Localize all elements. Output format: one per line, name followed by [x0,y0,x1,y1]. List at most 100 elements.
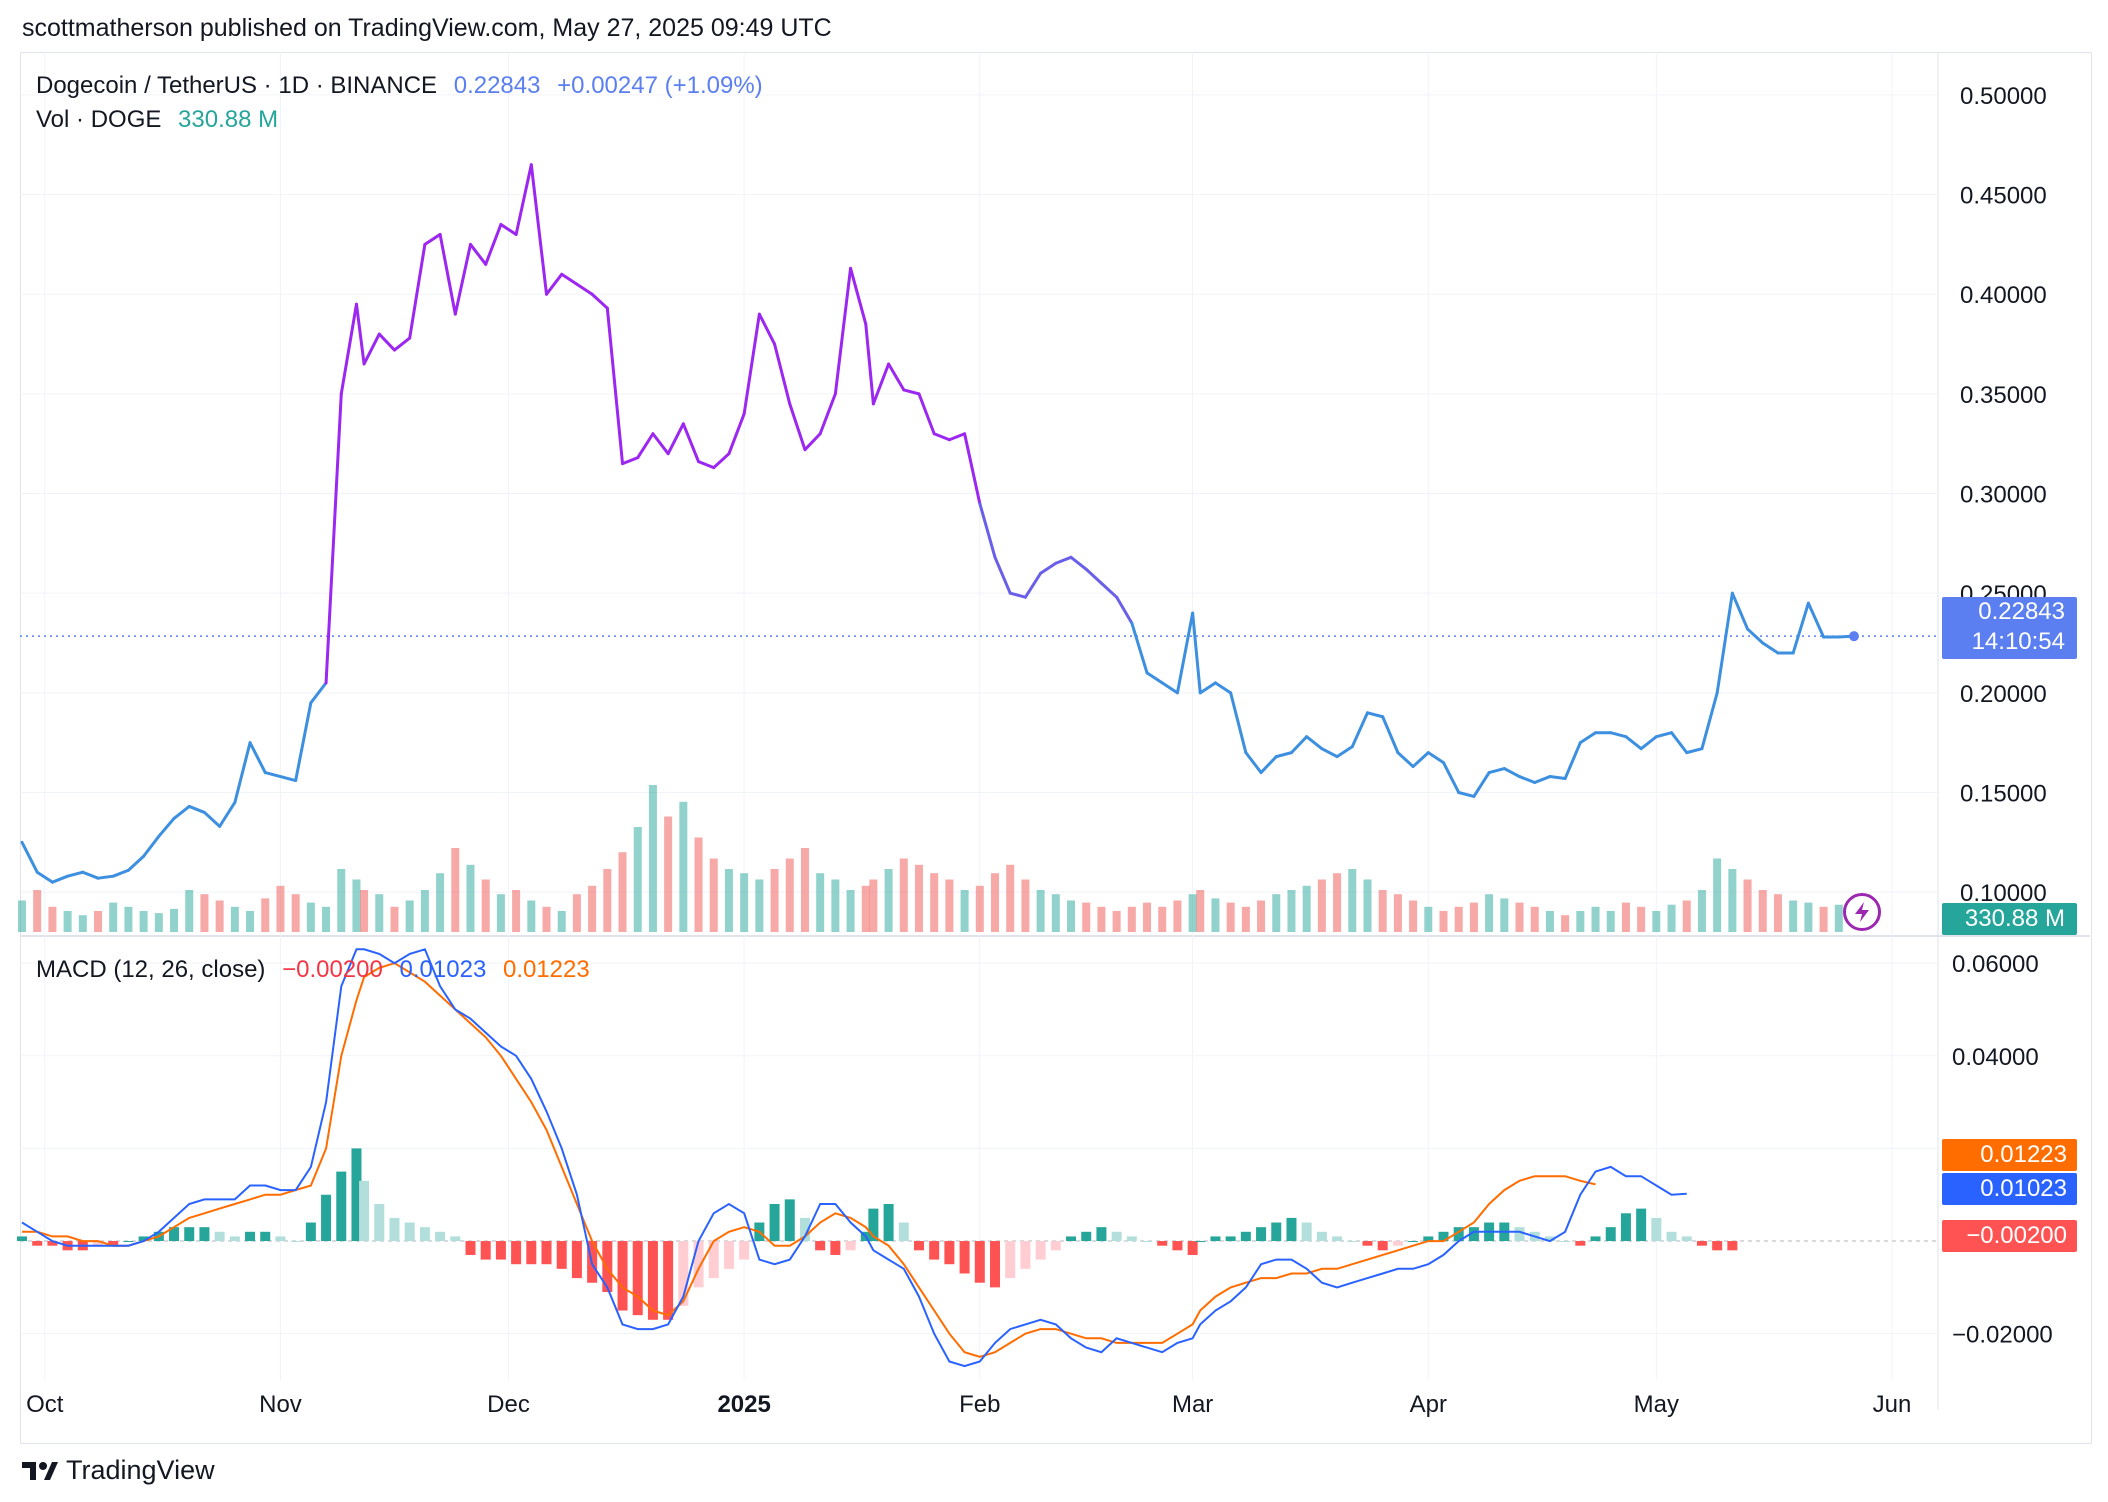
volume-bar [648,785,657,932]
price-tick-label: 0.50000 [1960,83,2047,110]
macd-histogram-bar [1301,1222,1312,1242]
volume-bar [352,879,361,932]
macd-histogram-bar [647,1241,658,1320]
price-line-segment [1639,735,1658,751]
macd-histogram-bar [929,1241,940,1260]
volume-badge-text: 330.88 M [1964,905,2065,932]
volume-bar [679,801,688,932]
price-line-segment [248,741,267,775]
volume-value: 330.88 M [178,106,279,133]
volume-bar [1143,902,1152,932]
price-line-segment [902,388,921,396]
macd-histogram-bar [571,1241,582,1279]
volume-bar [770,869,779,932]
price-line-segment [35,870,54,884]
last-price-text: 0.22843 [1978,598,2065,625]
volume-bar [1697,890,1706,932]
price-line-segment [1426,751,1445,765]
price-line-segment [1008,591,1027,599]
price-line-segment [1213,681,1233,695]
macd-histogram-bar [1636,1208,1647,1242]
tradingview-logo[interactable]: TradingView [22,1455,215,1486]
signal-badge: 0.01223 [1942,1139,2077,1171]
price-line-segment [1229,691,1248,755]
volume-bar [572,894,581,932]
macd-histogram-bar [632,1241,643,1316]
volume-bar [1097,906,1106,932]
macd-histogram-bar [1575,1241,1586,1246]
time-tick-label: Jun [1873,1391,1912,1418]
macd-histogram-bar [1712,1241,1723,1251]
macd-histogram-bar [1210,1236,1221,1242]
macd-histogram-bar [1256,1227,1267,1242]
macd-histogram-bar [351,1148,362,1242]
volume-bar [1393,894,1402,932]
lightning-icon[interactable] [1843,893,1881,931]
macd-histogram-bar [108,1241,119,1246]
price-line-segment [1518,775,1537,785]
volume-bar [1500,898,1509,932]
macd-histogram-bar [1111,1231,1122,1242]
publish-info: scottmatherson published on TradingView.… [22,14,832,42]
price-line-segment [575,282,594,296]
volume-bar [1773,894,1782,932]
macd-histogram-bar [1195,1241,1206,1243]
symbol-legend[interactable]: Dogecoin / TetherUS · 1D · BINANCE 0.228… [36,72,773,100]
volume-bar [1804,902,1813,932]
volume-bar [1378,890,1387,932]
price-line-segment [712,452,731,470]
brand-name: TradingView [66,1455,215,1485]
volume-legend[interactable]: Vol · DOGE 330.88 M [36,106,288,134]
volume-bar [785,858,794,932]
volume-bar [816,873,825,932]
macd-histogram-bar [435,1231,446,1242]
macd-histogram-bar [93,1241,104,1246]
price-line-segment [1563,741,1582,781]
macd-histogram-bar [138,1236,149,1242]
macd-histogram-bar [1096,1227,1107,1242]
price-line-segment [1761,641,1780,655]
volume-bar [633,827,642,932]
time-tick-label: Apr [1410,1391,1447,1418]
volume-bar [63,911,72,932]
macd-histogram-bar [1126,1236,1137,1242]
macd-histogram-bar [678,1241,689,1306]
price-line-segment [202,810,222,828]
macd-histogram-bar [1605,1227,1616,1242]
price-tick-label: 0.20000 [1960,681,2047,708]
price-line-segment [1806,601,1826,639]
macd-histogram-bar [1560,1241,1571,1243]
volume-bar [18,900,26,932]
volume-bar [109,902,118,932]
volume-bar [588,885,597,932]
volume-bar [945,879,954,932]
price-line-segment [833,266,853,396]
macd-histogram-bar [290,1241,301,1243]
price-line-segment [1320,747,1339,759]
price-line-segment [1115,595,1134,625]
volume-bar [1188,894,1197,932]
volume-bar [436,873,445,932]
last-price-dot [1848,631,1859,642]
volume-bar [1606,911,1615,932]
macd-histogram-bar [1316,1231,1327,1242]
macd-histogram-bar [260,1231,271,1242]
price-line-segment [993,555,1012,595]
macd-legend[interactable]: MACD (12, 26, close) −0.00200 0.01023 0.… [36,956,600,984]
price-line-segment [1274,751,1293,759]
macd-histogram-bar [1468,1227,1479,1242]
volume-bar [246,911,255,932]
time-tick-label: Nov [259,1391,302,1418]
price-line-segment [757,312,777,346]
macd-histogram-bar [1423,1236,1434,1242]
price-line-segment [392,336,412,352]
price-line-segment [126,854,146,872]
macd-histogram-bar [214,1231,225,1242]
volume-bar [276,885,285,932]
macd-histogram-bar [1514,1227,1525,1242]
time-tick-label: May [1634,1391,1679,1418]
volume-bar [557,911,566,932]
macd-tick-label: −0.02000 [1952,1322,2053,1349]
price-line-segment [590,292,609,310]
